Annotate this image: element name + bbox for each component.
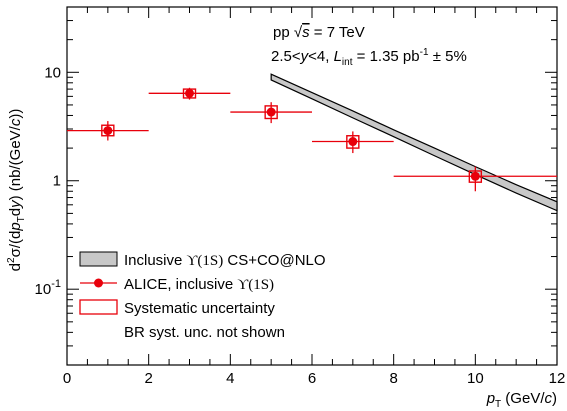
legend-band-swatch [79, 251, 118, 267]
annotation-kinematics: 2.5<y<4, Lint = 1.35 pb-1 ± 5% [271, 47, 467, 68]
legend-label-syst: Systematic uncertainty [124, 300, 275, 317]
x-tick-labels: 0 2 4 6 8 10 12 [63, 370, 566, 387]
data-marker [348, 137, 358, 147]
y-tick-labels: 10 1 10-1 [35, 64, 61, 298]
x-tick-label: 6 [308, 370, 316, 387]
legend-label-alice: ALICE, inclusive ϒ(1S) [124, 276, 274, 293]
x-axis-label: pT (GeV/c) [486, 390, 557, 410]
data-point [148, 87, 231, 100]
systematic-box [101, 124, 115, 137]
x-tick-label: 8 [389, 370, 397, 387]
systematic-box [346, 135, 360, 149]
y-tick-label: 1 [53, 173, 61, 190]
data-marker [103, 126, 113, 136]
x-tick-label: 10 [467, 370, 484, 387]
data-point [393, 166, 557, 192]
systematic-box [264, 105, 278, 120]
data-marker [470, 171, 480, 181]
theory-band [270, 73, 558, 212]
systematic-box [468, 170, 483, 183]
x-tick-label: 4 [226, 370, 234, 387]
y-axis-label: d2σ/(dpTdy) (nb/(GeV/c)) [6, 109, 27, 272]
legend-label-theory: Inclusive ϒ(1S) CS+CO@NLO [124, 252, 326, 269]
data-point [230, 102, 312, 124]
data-point [67, 121, 149, 141]
annotation-energy: pp √s = 7 TeV [273, 24, 365, 41]
x-tick-label: 0 [63, 370, 71, 387]
legend-marker-dot [94, 278, 103, 288]
data-point [312, 131, 394, 154]
x-tick-label: 2 [144, 370, 152, 387]
y-tick-label: 10-1 [35, 278, 61, 298]
data-points-layer [67, 87, 557, 192]
x-tick-label: 12 [549, 370, 566, 387]
legend: Inclusive ϒ(1S) CS+CO@NLO ALICE, inclusi… [79, 251, 326, 341]
y-tick-label: 10 [44, 64, 61, 81]
data-marker [185, 88, 194, 98]
legend-syst-box [79, 299, 118, 315]
legend-label-br: BR syst. unc. not shown [124, 324, 285, 341]
axis-ticks [66, 6, 558, 366]
data-marker [266, 107, 276, 117]
theory-band-layer [270, 73, 558, 212]
